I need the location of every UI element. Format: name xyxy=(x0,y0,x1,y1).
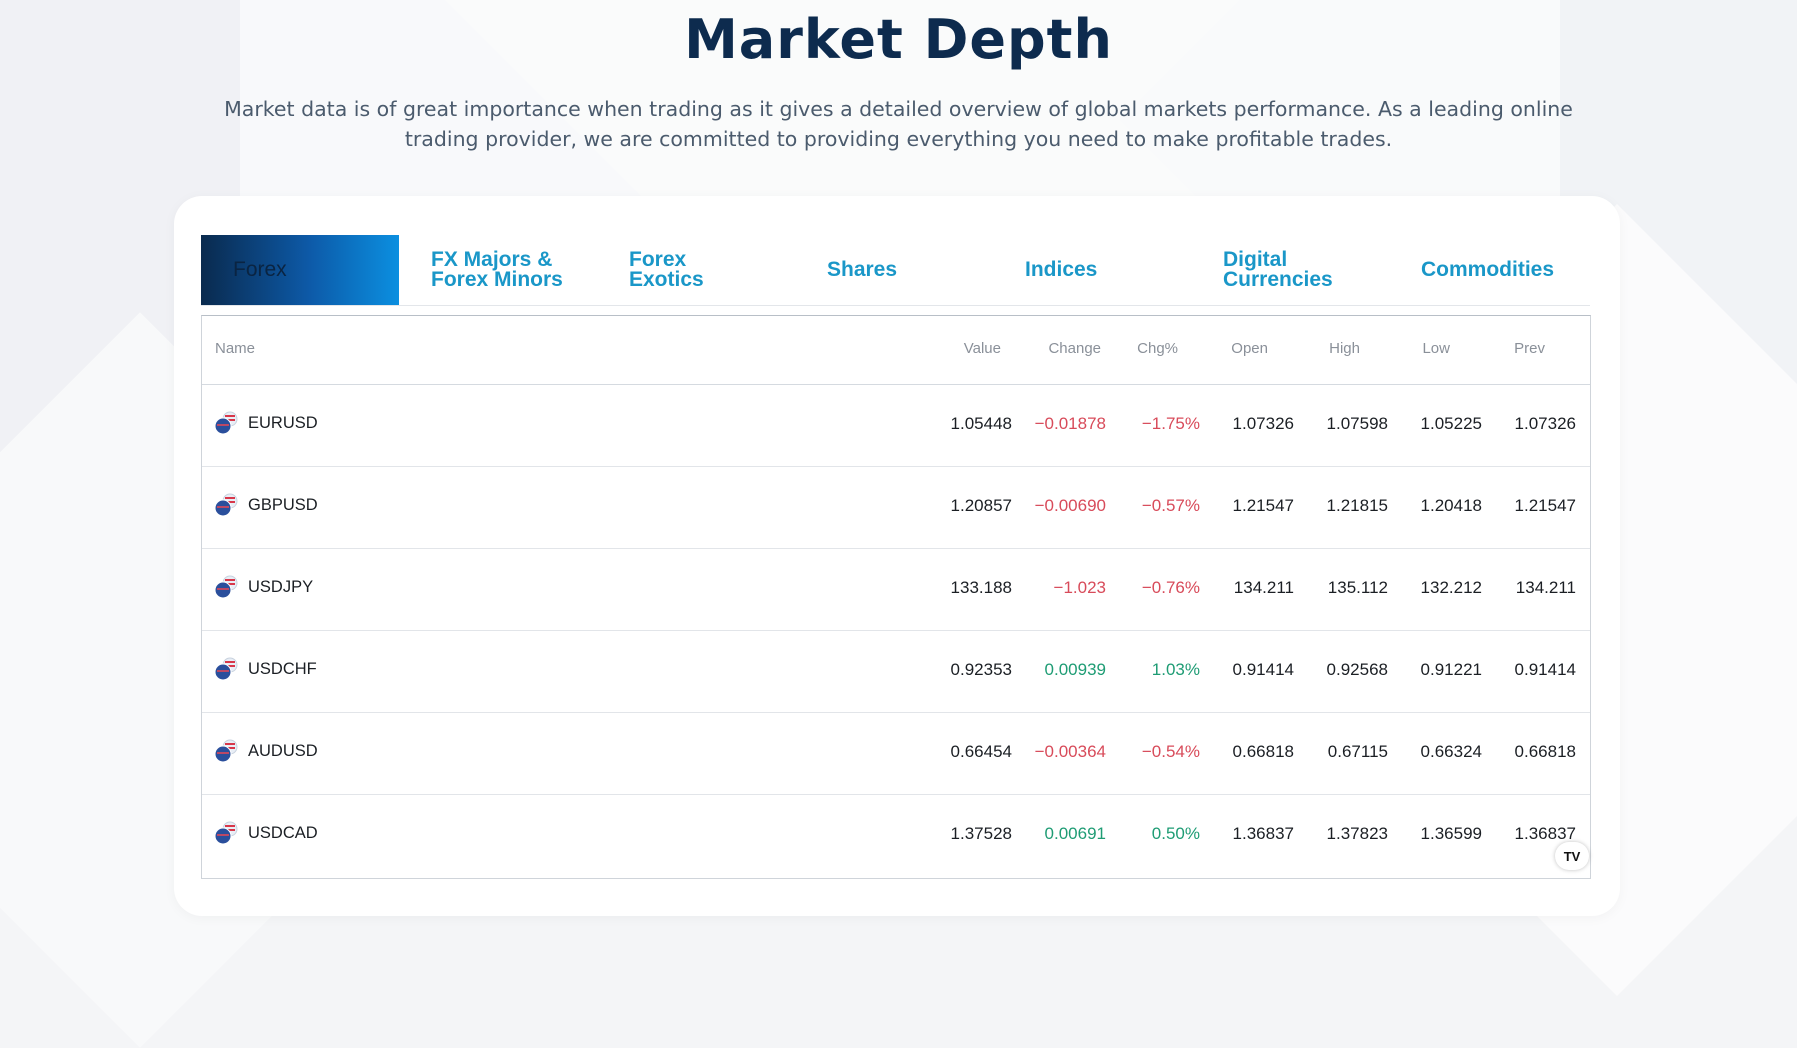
tab-label: Indices xyxy=(1025,258,1098,281)
cell-low: 1.36599 xyxy=(1420,824,1482,843)
cell-chg-pct: −0.57% xyxy=(1141,496,1200,515)
cell-chg-pct: −1.75% xyxy=(1141,414,1200,433)
cell-change: −0.01878 xyxy=(1034,414,1106,433)
cell-chg-pct: −0.54% xyxy=(1141,742,1200,761)
cell-value: 0.92353 xyxy=(950,660,1012,679)
cell-value: 1.37528 xyxy=(950,824,1012,843)
cell-change: 0.00691 xyxy=(1044,824,1106,843)
tab-label: Shares xyxy=(827,258,898,281)
cell-chg-pct: 1.03% xyxy=(1151,660,1200,679)
currency-pair-name[interactable]: USDJPY xyxy=(248,578,314,596)
column-header-value[interactable]: Value xyxy=(963,340,1001,357)
cell-open: 1.36837 xyxy=(1232,824,1294,843)
cell-high: 135.112 xyxy=(1327,578,1388,597)
tab-label: FX Majors & Forex Minors xyxy=(431,248,563,291)
cell-change: −0.00364 xyxy=(1034,742,1106,761)
cell-prev: 0.91414 xyxy=(1514,660,1576,679)
cell-high: 0.92568 xyxy=(1326,660,1388,679)
cell-high: 1.37823 xyxy=(1326,824,1388,843)
currency-pair-flag-icon xyxy=(213,492,239,518)
cell-change: −0.00690 xyxy=(1034,496,1106,515)
market-table: Name Value Change Chg% Open High Low Pre… xyxy=(201,315,1591,879)
cell-prev: 1.07326 xyxy=(1514,414,1576,433)
table-row[interactable]: USDCAD 1.37528 0.00691 0.50% 1.36837 1.37823 1… xyxy=(202,794,1590,876)
cell-low: 1.20418 xyxy=(1420,496,1482,515)
column-header-prev[interactable]: Prev xyxy=(1514,340,1545,357)
column-header-chg-pct[interactable]: Chg% xyxy=(1137,340,1178,357)
tab-label: Forex xyxy=(233,258,287,281)
column-header-change[interactable]: Change xyxy=(1048,340,1101,357)
tab-indices[interactable]: Indices xyxy=(993,235,1191,305)
tab-label: Commodities xyxy=(1421,258,1555,281)
table-header: Name Value Change Chg% Open High Low Pre… xyxy=(202,316,1590,385)
cell-open: 134.211 xyxy=(1233,578,1294,597)
cell-low: 132.212 xyxy=(1420,578,1482,597)
table-row[interactable]: GBPUSD 1.20857 −0.00690 −0.57% 1.21547 1.2181… xyxy=(202,466,1590,549)
table-row[interactable]: EURUSD 1.05448 −0.01878 −1.75% 1.07326 1.0759… xyxy=(202,384,1590,467)
cell-change: 0.00939 xyxy=(1044,660,1106,679)
column-header-open[interactable]: Open xyxy=(1231,340,1268,357)
currency-pair-flag-icon xyxy=(213,574,239,600)
cell-low: 1.05225 xyxy=(1420,414,1482,433)
table-row[interactable]: AUDUSD 0.66454 −0.00364 −0.54% 0.66818 0.6711… xyxy=(202,712,1590,795)
tab-shares[interactable]: Shares xyxy=(795,235,993,305)
tab-forex[interactable]: Forex xyxy=(201,235,399,305)
page-title: Market Depth xyxy=(684,8,1113,71)
cell-value: 133.188 xyxy=(950,578,1012,597)
table-row[interactable]: USDCHF 0.92353 0.00939 1.03% 0.91414 0.92568 0… xyxy=(202,630,1590,713)
cell-prev: 0.66818 xyxy=(1514,742,1576,761)
currency-pair-name[interactable]: GBPUSD xyxy=(248,496,318,514)
currency-pair-flag-icon xyxy=(213,410,239,436)
column-header-name[interactable]: Name xyxy=(215,340,256,357)
page-description: Market data is of great importance when … xyxy=(224,97,1573,151)
cell-high: 1.07598 xyxy=(1326,414,1388,433)
column-header-high[interactable]: High xyxy=(1329,340,1360,357)
tab-label: Digital Currencies xyxy=(1223,248,1333,291)
cell-open: 1.21547 xyxy=(1232,496,1294,515)
currency-pair-flag-icon xyxy=(213,656,239,682)
cell-open: 1.07326 xyxy=(1232,414,1294,433)
currency-pair-flag-icon xyxy=(213,738,239,764)
cell-value: 1.20857 xyxy=(950,496,1012,515)
cell-low: 0.66324 xyxy=(1420,742,1482,761)
tradingview-logo-icon[interactable]: TV xyxy=(1555,842,1589,870)
cell-value: 0.66454 xyxy=(950,742,1012,761)
cell-prev: 134.211 xyxy=(1515,578,1576,597)
cell-low: 0.91221 xyxy=(1420,660,1482,679)
market-tabs: Forex FX Majors & Forex Minors Forex Exo… xyxy=(201,235,1590,306)
table-row[interactable]: USDJPY 133.188 −1.023 −0.76% 134.211 135.112 1… xyxy=(202,548,1590,631)
currency-pair-name[interactable]: AUDUSD xyxy=(248,742,318,760)
tab-label: Forex Exotics xyxy=(629,248,704,291)
cell-value: 1.05448 xyxy=(950,414,1012,433)
cell-prev: 1.21547 xyxy=(1514,496,1576,515)
tradingview-logo-text: TV xyxy=(1563,848,1581,864)
currency-pair-name[interactable]: EURUSD xyxy=(248,414,318,432)
tab-commodities[interactable]: Commodities xyxy=(1389,235,1587,305)
cell-chg-pct: 0.50% xyxy=(1151,824,1200,843)
currency-pair-name[interactable]: USDCAD xyxy=(248,824,318,842)
tab-fx-majors-minors[interactable]: FX Majors & Forex Minors xyxy=(399,235,597,305)
cell-change: −1.023 xyxy=(1053,578,1106,597)
tab-digital-currencies[interactable]: Digital Currencies xyxy=(1191,235,1389,305)
currency-pair-name[interactable]: USDCHF xyxy=(248,660,317,678)
cell-high: 0.67115 xyxy=(1327,742,1388,761)
cell-prev: 1.36837 xyxy=(1514,824,1576,843)
cell-chg-pct: −0.76% xyxy=(1141,578,1200,597)
currency-pair-flag-icon xyxy=(213,820,239,846)
cell-high: 1.21815 xyxy=(1326,496,1388,515)
cell-open: 0.66818 xyxy=(1232,742,1294,761)
column-header-low[interactable]: Low xyxy=(1422,340,1450,357)
cell-open: 0.91414 xyxy=(1232,660,1294,679)
tab-forex-exotics[interactable]: Forex Exotics xyxy=(597,235,795,305)
